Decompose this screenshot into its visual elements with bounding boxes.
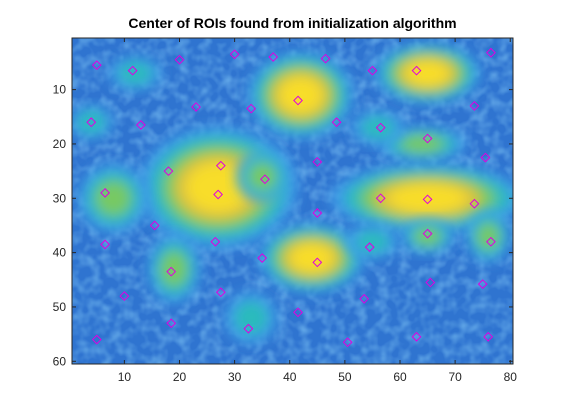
roi-center-marker (320, 53, 331, 64)
x-tick-label: 20 (173, 370, 187, 384)
x-tick-label: 50 (338, 370, 352, 384)
roi-center-marker (166, 266, 177, 277)
roi-center-marker (312, 208, 323, 218)
roi-center-marker (243, 323, 254, 334)
heat-blob (108, 55, 162, 91)
roi-center-marker (312, 257, 323, 268)
x-tick-label: 70 (448, 370, 462, 384)
roi-center-marker (268, 52, 279, 62)
roi-center-marker (191, 102, 201, 112)
x-tick-label: 60 (393, 370, 407, 384)
heat-blob (345, 224, 399, 260)
x-tick-label: 30 (228, 370, 242, 384)
roi-center-marker (367, 65, 378, 76)
heat-blob (351, 110, 405, 146)
roi-center-marker (486, 236, 496, 247)
chart-title: Center of ROIs found from initialization… (128, 15, 456, 31)
y-tick-label: 10 (53, 83, 67, 97)
roi-center-marker (100, 187, 110, 198)
x-tick-label: 10 (118, 370, 132, 384)
heat-blob (374, 42, 481, 104)
roi-center-marker (359, 293, 370, 304)
y-axis: 10 20 30 40 50 60 (53, 83, 513, 368)
roi-center-marker (100, 239, 110, 250)
heat-blob (247, 51, 354, 139)
roi-center-marker (477, 279, 488, 290)
roi-markers (86, 47, 496, 348)
roi-center-marker (364, 242, 375, 253)
y-tick-label: 20 (53, 137, 67, 151)
roi-center-marker (480, 152, 491, 163)
heat-blob (224, 291, 278, 344)
roi-center-marker (229, 49, 240, 60)
roi-center-marker (342, 337, 353, 348)
y-tick-label: 60 (53, 354, 67, 368)
x-tick-label: 80 (504, 370, 518, 384)
heat-blob (78, 163, 149, 234)
heat-blob (235, 150, 289, 203)
roi-center-marker (213, 189, 223, 200)
roi-center-marker (422, 228, 433, 239)
heat-blob (72, 104, 114, 140)
roi-center-marker (331, 117, 342, 128)
heatmap-area (72, 38, 513, 364)
roi-center-marker (215, 287, 226, 298)
heatmap-blobs (72, 42, 513, 344)
roi-center-marker (312, 156, 323, 167)
roi-center-marker (119, 291, 130, 301)
heat-blob (147, 234, 201, 304)
roi-center-marker (91, 60, 102, 71)
roi-center-marker (375, 193, 386, 204)
roi-center-marker (293, 95, 303, 106)
roi-center-marker (174, 54, 185, 65)
roi-center-marker (483, 331, 494, 342)
roi-center-marker (425, 277, 436, 288)
y-tick-label: 40 (53, 246, 67, 260)
roi-center-marker (411, 65, 422, 76)
roi-center-marker (257, 253, 268, 263)
heat-blob (138, 126, 298, 249)
roi-center-marker (293, 307, 303, 318)
roi-center-marker (215, 160, 226, 171)
roi-center-marker (469, 198, 480, 209)
roi-center-marker (127, 65, 138, 76)
roi-center-marker (486, 47, 496, 58)
roi-center-marker (246, 103, 257, 114)
roi-center-marker (260, 174, 270, 185)
roi-center-marker (210, 236, 221, 247)
y-tick-label: 30 (53, 191, 67, 205)
roi-center-marker (469, 101, 480, 111)
heat-blob (401, 218, 455, 254)
roi-center-marker (411, 331, 422, 342)
heat-blob (330, 163, 513, 234)
roi-center-marker (375, 122, 386, 133)
axes-box (71, 37, 514, 365)
roi-center-marker (149, 220, 160, 231)
heat-blob (466, 210, 511, 263)
roi-center-marker (91, 334, 102, 345)
roi-center-marker (135, 120, 146, 130)
y-tick-label: 50 (53, 300, 67, 314)
x-tick-label: 40 (283, 370, 297, 384)
roi-center-marker (422, 133, 433, 144)
roi-center-marker (86, 117, 97, 128)
roi-center-marker (422, 194, 433, 205)
heat-blob (258, 223, 365, 293)
roi-center-marker (166, 318, 177, 329)
roi-center-marker (163, 166, 174, 177)
x-axis: 10 20 30 40 50 60 70 80 (118, 38, 518, 384)
